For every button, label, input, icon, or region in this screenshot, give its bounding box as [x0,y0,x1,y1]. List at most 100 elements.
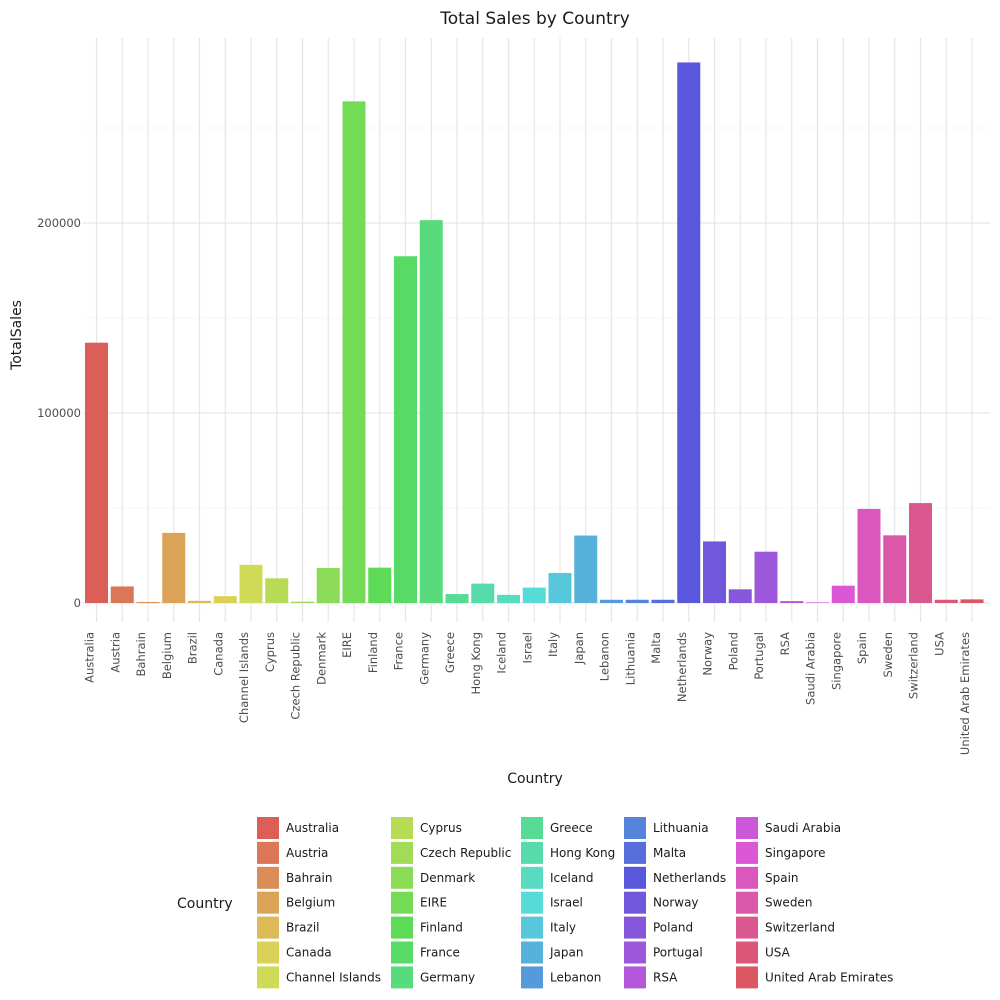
bar [265,578,289,603]
legend-label: Brazil [286,921,320,935]
legend-swatch [624,966,646,989]
legend-label: Norway [653,896,699,910]
x-tick-label: Hong Kong [469,632,483,695]
legend-label: Denmark [420,871,475,885]
legend-swatch [736,841,758,864]
bar [162,532,186,603]
y-axis-title: TotalSales [9,300,25,371]
bar [497,594,520,603]
legend-label: Malta [653,846,686,860]
legend-item: Norway [624,891,699,914]
legend-label: Australia [286,821,339,835]
y-tick-label: 200000 [37,216,81,230]
bar [728,589,752,603]
legend-label: Cyprus [420,821,462,835]
x-tick-label: Finland [366,632,380,673]
x-tick-label: Poland [726,632,740,670]
legend-swatch [391,866,413,889]
legend-swatch [521,841,543,864]
x-tick-label: Bahrain [134,632,148,676]
legend-item: Czech Republic [391,841,511,864]
legend-item: Belgium [257,891,335,914]
x-tick-label: Italy [546,632,560,657]
legend-label: Portugal [653,946,703,960]
legend-label: Channel Islands [286,970,381,984]
legend-label: Belgium [286,896,335,910]
legend-label: Bahrain [286,871,332,885]
bar [188,600,211,603]
legend-swatch [624,817,646,839]
legend-item: Australia [257,817,339,839]
bar [291,601,314,603]
legend-label: Switzerland [765,921,835,935]
x-tick-label: Canada [211,632,225,676]
x-tick-label: Sweden [881,632,895,677]
legend-swatch [257,891,279,914]
x-tick-label: Iceland [495,632,509,674]
bar [703,541,726,603]
legend-label: Iceland [550,871,593,885]
x-tick-label: Greece [443,632,457,673]
legend-item: Hong Kong [521,841,615,864]
bar [780,601,804,603]
bar [445,594,469,603]
bar [239,564,263,603]
legend-title: Country [177,896,233,912]
legend-swatch [391,891,413,914]
bars [85,62,984,604]
legend-item: Finland [391,916,463,939]
x-tick-label: Czech Republic [289,632,303,720]
bar [136,601,160,603]
legend-swatch [257,817,279,839]
legend-items: Australia Austria Bahrain Belgium Brazil Cana… [257,817,893,989]
x-tick-label: Austria [108,632,122,673]
bar [110,586,134,603]
legend-swatch [624,866,646,889]
legend-swatch [521,916,543,939]
x-tick-label: RSA [778,632,792,656]
legend-label: Canada [286,946,332,960]
legend-swatch [736,866,758,889]
bar [909,503,932,603]
legend-item: Switzerland [736,916,835,939]
legend-label: Sweden [765,896,812,910]
legend-swatch [624,916,646,939]
legend-swatch [257,841,279,864]
x-tick-label: United Arab Emirates [958,632,972,755]
x-tick-label: Malta [649,632,663,664]
legend-item: Denmark [391,866,475,889]
x-tick-label: Switzerland [907,632,921,699]
y-tick-label: 100000 [37,406,81,420]
legend-item: Sweden [736,891,812,914]
legend-label: USA [765,946,791,960]
legend-swatch [736,916,758,939]
bar [522,587,546,603]
bar [213,596,237,603]
legend-item: Iceland [521,866,593,889]
legend-swatch [257,966,279,989]
bar [548,572,572,603]
legend-label: Japan [549,946,583,960]
bar [625,599,649,603]
legend-swatch [521,941,543,964]
legend-item: Germany [391,966,475,989]
legend-label: EIRE [420,896,447,910]
x-tick-label: Norway [701,632,715,676]
legend-item: Saudi Arabia [736,817,841,839]
legend-item: Bahrain [257,866,332,889]
legend-label: Poland [653,921,693,935]
legend-swatch [257,916,279,939]
legend-swatch [521,866,543,889]
legend-item: France [391,941,460,964]
bar [85,342,108,603]
bar [368,567,392,603]
legend-item: Italy [521,916,576,939]
legend-item: Singapore [736,841,826,864]
bar [883,535,907,603]
legend-item: EIRE [391,891,447,914]
legend-label: Czech Republic [420,846,511,860]
legend-item: RSA [624,966,678,989]
legend-item: USA [736,941,791,964]
x-tick-label: Denmark [314,632,328,685]
legend-item: Poland [624,916,693,939]
